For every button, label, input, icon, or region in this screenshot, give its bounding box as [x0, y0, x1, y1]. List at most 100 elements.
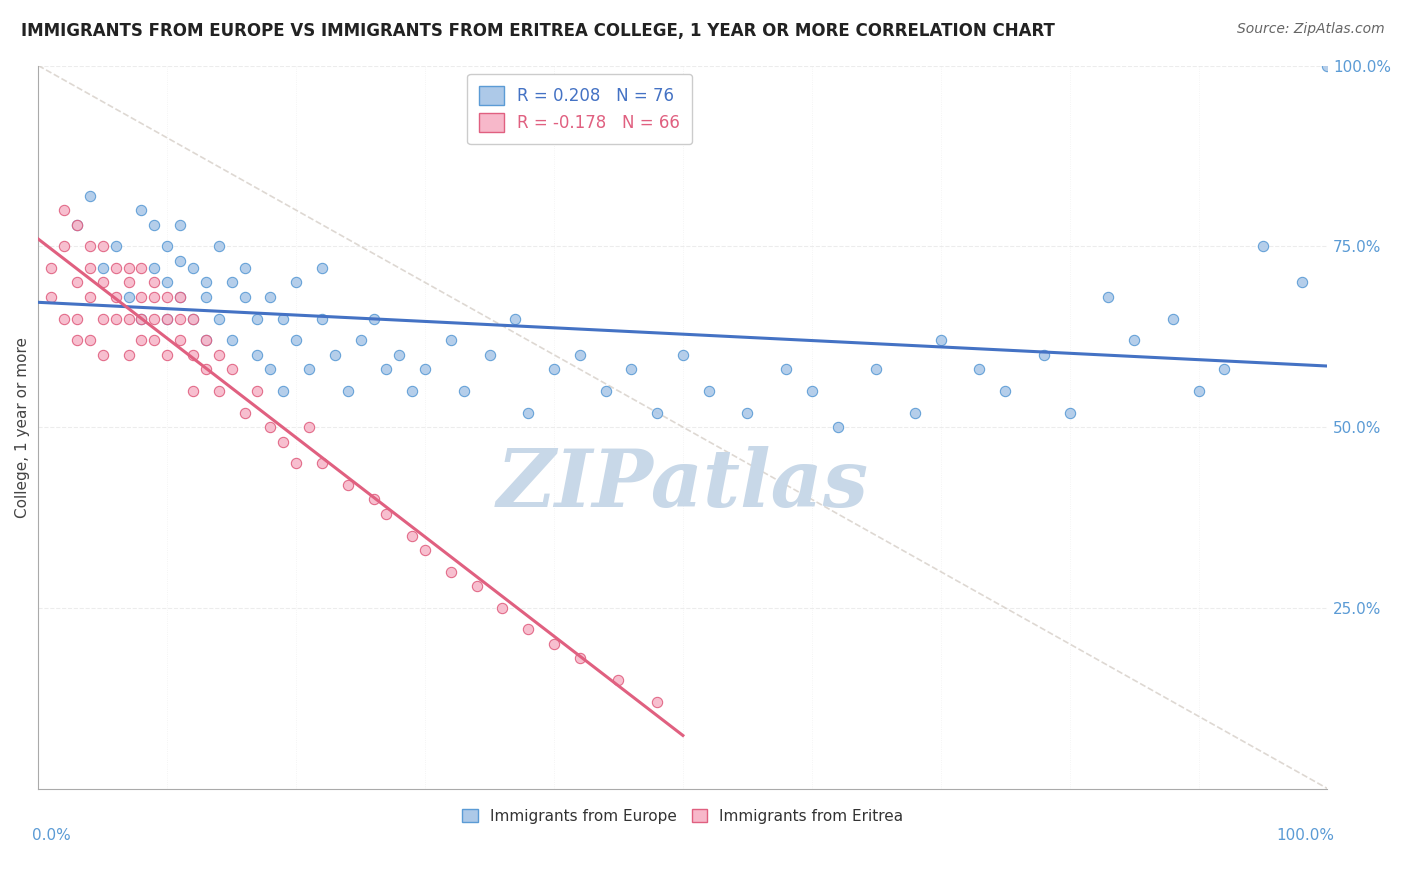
Point [336, 384, 359, 398]
Point [1291, 276, 1313, 290]
Point [156, 311, 179, 326]
Point [800, 384, 823, 398]
Point [208, 311, 231, 326]
Point [221, 276, 243, 290]
Point [91, 348, 114, 362]
Point [401, 528, 423, 542]
Point [620, 362, 643, 376]
Point [453, 384, 475, 398]
Point [505, 311, 527, 326]
Point [194, 290, 217, 304]
Point [156, 276, 179, 290]
Point [375, 362, 398, 376]
Point [117, 290, 139, 304]
Point [66, 334, 89, 348]
Point [1251, 239, 1274, 253]
Point [66, 218, 89, 232]
Point [79, 290, 101, 304]
Point [104, 311, 127, 326]
Point [53, 239, 76, 253]
Point [349, 334, 371, 348]
Text: 100.0%: 100.0% [1275, 829, 1334, 843]
Point [413, 543, 436, 558]
Point [298, 362, 321, 376]
Point [285, 456, 308, 470]
Point [208, 239, 231, 253]
Point [208, 384, 231, 398]
Point [1059, 406, 1081, 420]
Point [66, 276, 89, 290]
Point [233, 290, 256, 304]
Point [79, 239, 101, 253]
Point [568, 348, 591, 362]
Point [208, 348, 231, 362]
Point [91, 276, 114, 290]
Point [568, 651, 591, 665]
Point [271, 311, 294, 326]
Point [169, 334, 191, 348]
Point [517, 623, 540, 637]
Text: IMMIGRANTS FROM EUROPE VS IMMIGRANTS FROM ERITREA COLLEGE, 1 YEAR OR MORE CORREL: IMMIGRANTS FROM EUROPE VS IMMIGRANTS FRO… [21, 22, 1054, 40]
Point [91, 311, 114, 326]
Point [285, 334, 308, 348]
Point [131, 311, 153, 326]
Point [233, 406, 256, 420]
Point [517, 406, 540, 420]
Point [131, 260, 153, 275]
Point [440, 334, 463, 348]
Text: ZIPatlas: ZIPatlas [496, 446, 869, 524]
Point [143, 218, 166, 232]
Point [775, 362, 797, 376]
Point [311, 311, 333, 326]
Point [194, 362, 217, 376]
Point [246, 348, 269, 362]
Point [440, 565, 463, 579]
Point [311, 456, 333, 470]
Text: Source: ZipAtlas.com: Source: ZipAtlas.com [1237, 22, 1385, 37]
Point [181, 311, 204, 326]
Point [66, 311, 89, 326]
Point [363, 311, 385, 326]
Point [363, 492, 385, 507]
Point [1123, 334, 1146, 348]
Point [298, 420, 321, 434]
Point [66, 218, 89, 232]
Point [169, 218, 191, 232]
Point [375, 507, 398, 521]
Point [156, 348, 179, 362]
Text: 0.0%: 0.0% [32, 829, 70, 843]
Point [259, 362, 281, 376]
Point [156, 239, 179, 253]
Point [104, 239, 127, 253]
Point [221, 334, 243, 348]
Point [169, 290, 191, 304]
Point [865, 362, 887, 376]
Point [39, 290, 62, 304]
Point [672, 348, 695, 362]
Point [595, 384, 617, 398]
Point [645, 406, 668, 420]
Point [491, 600, 513, 615]
Point [233, 260, 256, 275]
Point [221, 362, 243, 376]
Point [143, 276, 166, 290]
Point [904, 406, 927, 420]
Point [1032, 348, 1054, 362]
Point [181, 384, 204, 398]
Point [104, 290, 127, 304]
Point [91, 260, 114, 275]
Point [53, 203, 76, 218]
Point [994, 384, 1017, 398]
Point [388, 348, 411, 362]
Point [271, 434, 294, 449]
Point [117, 276, 139, 290]
Point [131, 311, 153, 326]
Point [1161, 311, 1184, 326]
Point [543, 637, 565, 651]
Point [143, 260, 166, 275]
Point [1316, 59, 1339, 73]
Point [181, 348, 204, 362]
Point [969, 362, 991, 376]
Point [39, 260, 62, 275]
Point [271, 384, 294, 398]
